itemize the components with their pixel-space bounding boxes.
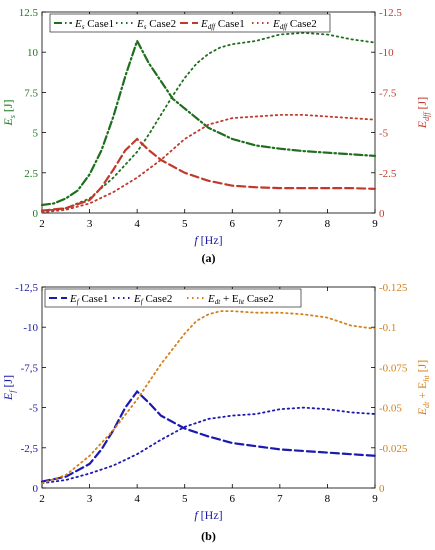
legend-entry-2: Es Case2 xyxy=(136,18,176,31)
y-right-tick-label: -0.125 xyxy=(379,282,408,294)
x-tick-label: 7 xyxy=(277,493,283,505)
x-tick-label: 5 xyxy=(182,493,188,505)
legend-entry-3: Edt + Eht Case2 xyxy=(207,293,274,306)
y-right-axis-label: Edff [J] xyxy=(415,97,431,129)
y-right-tick-label: 0 xyxy=(379,208,385,220)
y-left-tick-label: 5 xyxy=(33,128,39,140)
y-left-tick-label: 0 xyxy=(33,208,39,220)
y-left-axis-label: Es [J] xyxy=(1,99,17,126)
legend-entry-4: Edff Case2 xyxy=(272,18,317,31)
series-line-4 xyxy=(41,114,376,214)
y-left-tick-label: 0 xyxy=(33,483,39,495)
series-line-3 xyxy=(40,137,377,212)
y-right-tick-label: -10 xyxy=(379,47,394,59)
x-tick-label: 9 xyxy=(372,218,378,230)
y-left-tick-label: 12.5 xyxy=(19,7,39,19)
y-right-tick-label: -2.5 xyxy=(379,168,397,180)
plot-frame xyxy=(41,286,376,489)
x-tick-label: 4 xyxy=(134,493,140,505)
x-tick-label: 8 xyxy=(325,493,331,505)
series-line-1 xyxy=(40,389,377,483)
x-tick-label: 6 xyxy=(230,218,236,230)
x-tick-label: 4 xyxy=(134,218,140,230)
x-axis-label: f [Hz] xyxy=(194,508,222,522)
y-right-axis-label: Edt + Eht [J] xyxy=(415,360,431,417)
x-tick-label: 8 xyxy=(325,218,331,230)
plot-frame xyxy=(41,11,376,214)
x-tick-label: 3 xyxy=(87,218,93,230)
y-left-axis-label: Ef [J] xyxy=(1,375,17,401)
y-left-tick-label: -12,5 xyxy=(15,282,38,294)
y-left-tick-label: -5 xyxy=(29,403,39,415)
legend-entry-1: Ef Case1 xyxy=(69,293,108,306)
y-left-tick-label: -10 xyxy=(23,322,38,334)
y-left-tick-label: 2.5 xyxy=(24,168,38,180)
series-line-2 xyxy=(41,31,376,213)
series-line-1 xyxy=(40,38,377,207)
x-tick-label: 2 xyxy=(39,218,45,230)
y-left-tick-label: 7.5 xyxy=(24,87,38,99)
y-right-tick-label: -0.1 xyxy=(379,322,396,334)
x-axis-label: f [Hz] xyxy=(194,233,222,247)
panel-label: (b) xyxy=(201,529,216,543)
y-right-tick-label: -12.5 xyxy=(379,7,402,19)
x-tick-label: 9 xyxy=(372,493,378,505)
y-right-tick-label: -0.025 xyxy=(379,443,408,455)
y-right-tick-label: -7.5 xyxy=(379,87,397,99)
y-right-tick-label: -0.075 xyxy=(379,362,408,374)
x-tick-label: 6 xyxy=(230,493,236,505)
x-tick-label: 5 xyxy=(182,218,188,230)
y-right-tick-label: 0 xyxy=(379,483,385,495)
series-line-3 xyxy=(41,310,376,485)
y-right-tick-label: -0.05 xyxy=(379,403,402,415)
x-tick-label: 3 xyxy=(87,493,93,505)
legend-entry-2: Ef Case2 xyxy=(133,293,172,306)
x-tick-label: 2 xyxy=(39,493,45,505)
x-tick-label: 7 xyxy=(277,218,283,230)
series-line-2 xyxy=(41,406,376,485)
chart-panel-2: 2 3 4 5 6 7 8 90-2,5-5-7,5-10-12,50-0.025-0.05-… xyxy=(1,282,431,543)
y-right-tick-label: -5 xyxy=(379,128,389,140)
legend-entry-1: Es Case1 xyxy=(74,18,114,31)
legend-entry-3: Edff Case1 xyxy=(200,18,245,31)
y-left-tick-label: -2,5 xyxy=(21,443,39,455)
legend-box xyxy=(44,288,302,308)
panel-label: (a) xyxy=(202,251,216,265)
y-left-tick-label: 10 xyxy=(27,47,39,59)
y-left-tick-label: -7,5 xyxy=(21,362,39,374)
legend-box xyxy=(49,13,331,33)
chart-panel-1: 2 3 4 5 6 7 8 902.557.51012.50-2.5-5-7.5-10-12.… xyxy=(1,7,431,265)
